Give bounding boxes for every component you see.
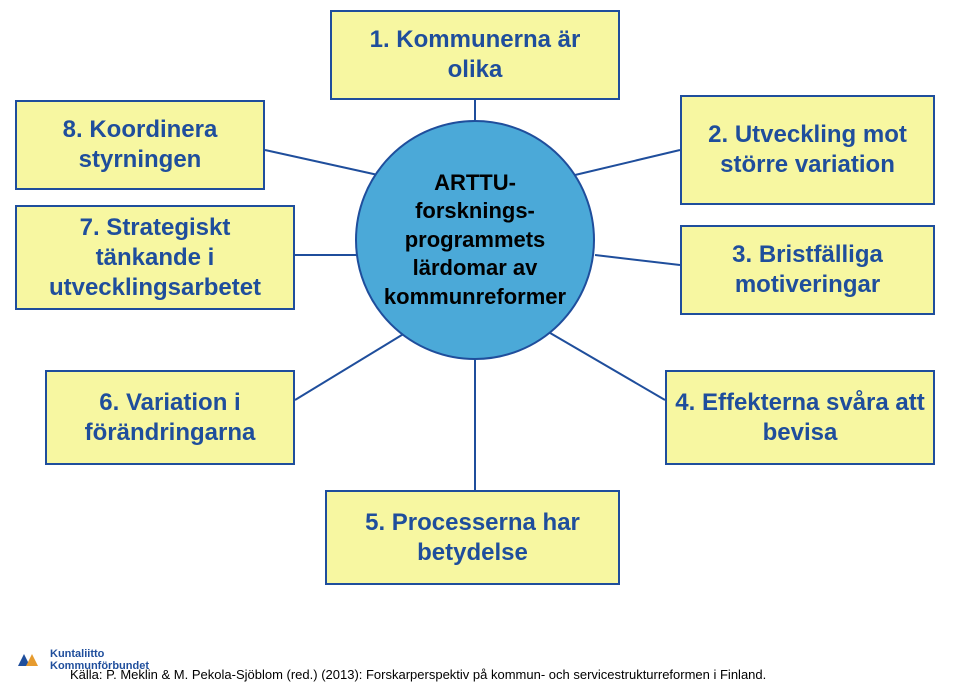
box-label: 8. Koordinera styrningen xyxy=(25,115,255,175)
box-b3: 3. Bristfälliga motiveringar xyxy=(680,225,935,315)
logo-icon xyxy=(12,644,44,676)
center-node: ARTTU-forsknings-programmets lärdomar av… xyxy=(355,120,595,360)
box-b5: 5. Processerna har betydelse xyxy=(325,490,620,585)
center-label: ARTTU-forsknings-programmets lärdomar av… xyxy=(377,169,573,312)
box-label: 2. Utveckling mot större variation xyxy=(690,120,925,180)
source-citation: Källa: P. Meklin & M. Pekola-Sjöblom (re… xyxy=(70,667,766,682)
diagram-stage: ARTTU-forsknings-programmets lärdomar av… xyxy=(0,0,960,690)
box-b2: 2. Utveckling mot större variation xyxy=(680,95,935,205)
box-label: 3. Bristfälliga motiveringar xyxy=(690,240,925,300)
box-label: 5. Processerna har betydelse xyxy=(335,508,610,568)
box-label: 6. Variation i förändringarna xyxy=(55,388,285,448)
box-b4: 4. Effekterna svåra att bevisa xyxy=(665,370,935,465)
box-b8: 8. Koordinera styrningen xyxy=(15,100,265,190)
box-label: 7. Strategiskt tänkande i utvecklingsarb… xyxy=(25,213,285,303)
box-b1: 1. Kommunerna är olika xyxy=(330,10,620,100)
box-b6: 6. Variation i förändringarna xyxy=(45,370,295,465)
box-b7: 7. Strategiskt tänkande i utvecklingsarb… xyxy=(15,205,295,310)
logo-line1: Kuntaliitto xyxy=(50,648,149,660)
box-label: 4. Effekterna svåra att bevisa xyxy=(675,388,925,448)
box-label: 1. Kommunerna är olika xyxy=(340,25,610,85)
